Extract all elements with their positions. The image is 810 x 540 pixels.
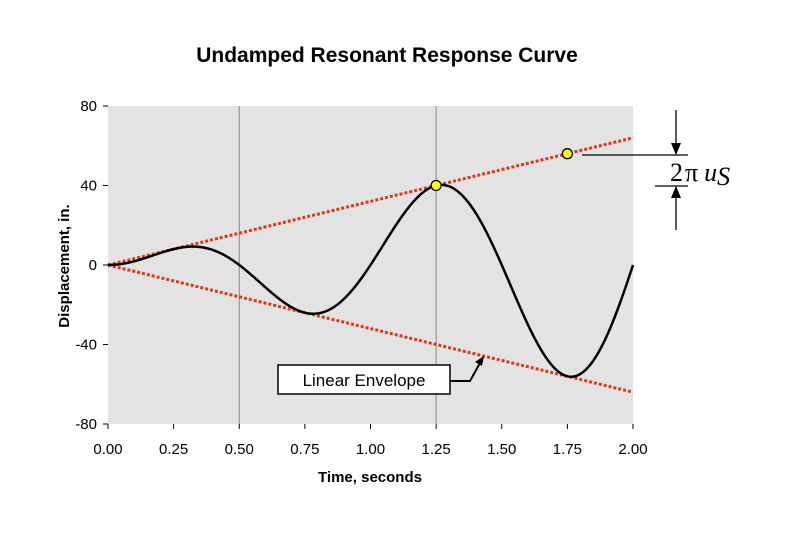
x-tick-label: 1.50 bbox=[487, 441, 516, 458]
envelope-label-box bbox=[277, 364, 451, 395]
response-curve-group bbox=[107, 183, 635, 379]
increment-top-arrowhead bbox=[671, 143, 681, 155]
y-tick-label: 0 bbox=[89, 257, 97, 274]
y-tick-label: -40 bbox=[75, 337, 97, 354]
x-tick-label: 1.00 bbox=[356, 441, 385, 458]
increment-subscript: S bbox=[717, 162, 730, 191]
peak-marker bbox=[430, 179, 442, 192]
x-axis-ticks: 0.00 0.25 0.50 0.75 1.00 1.25 1.50 1.75 2.00 bbox=[93, 424, 648, 458]
envelope-label: Linear Envelope bbox=[303, 371, 426, 390]
chart-title: Undamped Resonant Response Curve bbox=[196, 44, 578, 67]
peak-marker bbox=[561, 148, 574, 160]
x-tick-label: 0.00 bbox=[93, 441, 122, 458]
y-tick-label: 40 bbox=[80, 178, 97, 195]
x-tick-label: 2.00 bbox=[618, 441, 647, 458]
envelope-lines bbox=[107, 136, 634, 394]
x-tick-label: 1.75 bbox=[553, 441, 582, 458]
increment-pi: π bbox=[685, 158, 698, 187]
x-axis-label: Time, seconds bbox=[318, 469, 422, 486]
increment-annotation: 2π uS bbox=[582, 110, 730, 230]
x-tick-label: 0.75 bbox=[290, 441, 319, 458]
x-tick-label: 1.25 bbox=[422, 441, 451, 458]
envelope-upper-line bbox=[107, 136, 634, 267]
increment-bottom-arrowhead bbox=[671, 186, 681, 198]
increment-label: 2π uS bbox=[670, 158, 730, 191]
response-curve bbox=[107, 183, 635, 379]
y-axis-ticks: 80 40 0 -40 -80 bbox=[75, 98, 108, 433]
envelope-callout: Linear Envelope bbox=[277, 356, 484, 395]
x-tick-label: 0.50 bbox=[225, 441, 254, 458]
envelope-leader-arrow bbox=[475, 356, 484, 366]
peak-markers bbox=[430, 148, 574, 192]
increment-variable: u bbox=[704, 158, 717, 187]
x-tick-label: 0.25 bbox=[159, 441, 188, 458]
y-axis-label: Displacement, in. bbox=[56, 204, 73, 327]
envelope-leader-line bbox=[450, 362, 481, 382]
y-tick-label: 80 bbox=[80, 98, 97, 115]
envelope-lower-line bbox=[107, 263, 634, 394]
y-tick-label: -80 bbox=[75, 416, 97, 433]
increment-coefficient: 2 bbox=[670, 158, 683, 187]
